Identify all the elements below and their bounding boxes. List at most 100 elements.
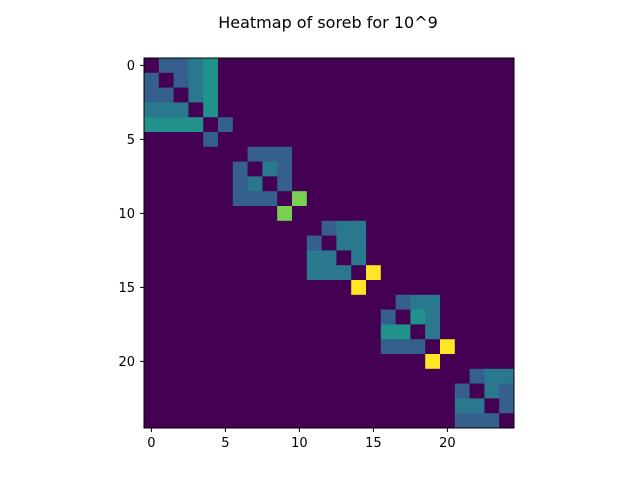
heatmap-cell bbox=[454, 398, 470, 414]
x-axis: 0 5 10 15 20 bbox=[147, 428, 456, 451]
heatmap-cell bbox=[440, 265, 456, 281]
heatmap-cell bbox=[173, 265, 189, 281]
heatmap-cell bbox=[321, 117, 337, 133]
heatmap-cell bbox=[410, 309, 426, 325]
heatmap-cell bbox=[484, 398, 500, 414]
heatmap-cell bbox=[366, 383, 382, 399]
heatmap-cell bbox=[306, 58, 322, 74]
heatmap-cell bbox=[306, 383, 322, 399]
heatmap-cell bbox=[469, 102, 485, 118]
heatmap-cell bbox=[232, 368, 248, 384]
heatmap-cell bbox=[499, 176, 515, 192]
heatmap-cell bbox=[247, 294, 263, 310]
heatmap-cell bbox=[484, 280, 500, 296]
heatmap-cell bbox=[336, 220, 352, 236]
heatmap-cell bbox=[262, 72, 278, 88]
heatmap-cell bbox=[158, 265, 174, 281]
heatmap-cell bbox=[232, 354, 248, 370]
heatmap-cell bbox=[469, 220, 485, 236]
heatmap-cell bbox=[158, 280, 174, 296]
heatmap-cell bbox=[454, 265, 470, 281]
heatmap-cell bbox=[292, 132, 308, 148]
heatmap-cell bbox=[232, 102, 248, 118]
heatmap-cell bbox=[380, 117, 396, 133]
heatmap-cell bbox=[173, 354, 189, 370]
heatmap-cell bbox=[158, 368, 174, 384]
heatmap-cell bbox=[173, 58, 189, 74]
heatmap-cell bbox=[158, 161, 174, 177]
heatmap-cell bbox=[395, 294, 411, 310]
heatmap-cell bbox=[440, 398, 456, 414]
heatmap-cell bbox=[144, 309, 160, 325]
heatmap-cell bbox=[203, 368, 219, 384]
heatmap-cell bbox=[292, 294, 308, 310]
heatmap-cell bbox=[203, 191, 219, 207]
heatmap-cell bbox=[277, 398, 293, 414]
heatmap-cell bbox=[336, 58, 352, 74]
heatmap-cell bbox=[188, 220, 204, 236]
heatmap-cell bbox=[336, 339, 352, 355]
heatmap-cell bbox=[144, 58, 160, 74]
heatmap-cell bbox=[262, 117, 278, 133]
heatmap-cell bbox=[469, 309, 485, 325]
heatmap-cell bbox=[380, 161, 396, 177]
heatmap-cell bbox=[158, 191, 174, 207]
heatmap-cell bbox=[321, 339, 337, 355]
heatmap-cell bbox=[395, 176, 411, 192]
x-tick-label: 20 bbox=[439, 436, 456, 451]
heatmap-cell bbox=[380, 220, 396, 236]
heatmap-cell bbox=[188, 383, 204, 399]
heatmap-cell bbox=[484, 265, 500, 281]
heatmap-cell bbox=[454, 117, 470, 133]
heatmap-cell bbox=[218, 206, 234, 222]
heatmap-cell bbox=[425, 265, 441, 281]
heatmap-cell bbox=[277, 191, 293, 207]
heatmap-cell bbox=[454, 280, 470, 296]
heatmap-cell bbox=[410, 72, 426, 88]
heatmap-cell bbox=[440, 146, 456, 162]
heatmap-cell bbox=[484, 102, 500, 118]
heatmap-cell bbox=[395, 413, 411, 429]
heatmap-cell bbox=[188, 117, 204, 133]
heatmap-cell bbox=[277, 265, 293, 281]
heatmap-cell bbox=[321, 368, 337, 384]
heatmap-cell bbox=[440, 176, 456, 192]
heatmap-cell bbox=[454, 146, 470, 162]
heatmap-cell bbox=[218, 235, 234, 251]
heatmap-cell bbox=[158, 413, 174, 429]
heatmap-cell bbox=[188, 324, 204, 340]
heatmap-cell bbox=[351, 265, 367, 281]
heatmap-cell bbox=[395, 280, 411, 296]
heatmap-cell bbox=[410, 117, 426, 133]
heatmap-cell bbox=[292, 235, 308, 251]
heatmap-cell bbox=[410, 413, 426, 429]
heatmap-cell bbox=[144, 161, 160, 177]
heatmap-cell bbox=[469, 339, 485, 355]
heatmap-cell bbox=[247, 235, 263, 251]
heatmap-cell bbox=[484, 132, 500, 148]
heatmap-cell bbox=[454, 294, 470, 310]
heatmap-cell bbox=[395, 354, 411, 370]
heatmap-cell bbox=[158, 117, 174, 133]
heatmap-cell bbox=[395, 250, 411, 266]
heatmap-cell bbox=[321, 383, 337, 399]
heatmap-cell bbox=[218, 265, 234, 281]
heatmap-cell bbox=[247, 206, 263, 222]
heatmap-cell bbox=[232, 339, 248, 355]
heatmap-cell bbox=[410, 176, 426, 192]
heatmap-cell bbox=[440, 191, 456, 207]
heatmap-cell bbox=[203, 206, 219, 222]
heatmap-cell bbox=[425, 191, 441, 207]
heatmap-cell bbox=[440, 324, 456, 340]
heatmap-cell bbox=[351, 294, 367, 310]
heatmap-cell bbox=[292, 102, 308, 118]
heatmap-cell bbox=[440, 117, 456, 133]
heatmap-cell bbox=[203, 398, 219, 414]
heatmap-cell bbox=[410, 265, 426, 281]
heatmap-cell bbox=[380, 354, 396, 370]
heatmap-cell bbox=[247, 354, 263, 370]
heatmap-cell bbox=[499, 161, 515, 177]
heatmap-cell bbox=[173, 117, 189, 133]
heatmap-cell bbox=[440, 309, 456, 325]
heatmap-cell bbox=[306, 176, 322, 192]
